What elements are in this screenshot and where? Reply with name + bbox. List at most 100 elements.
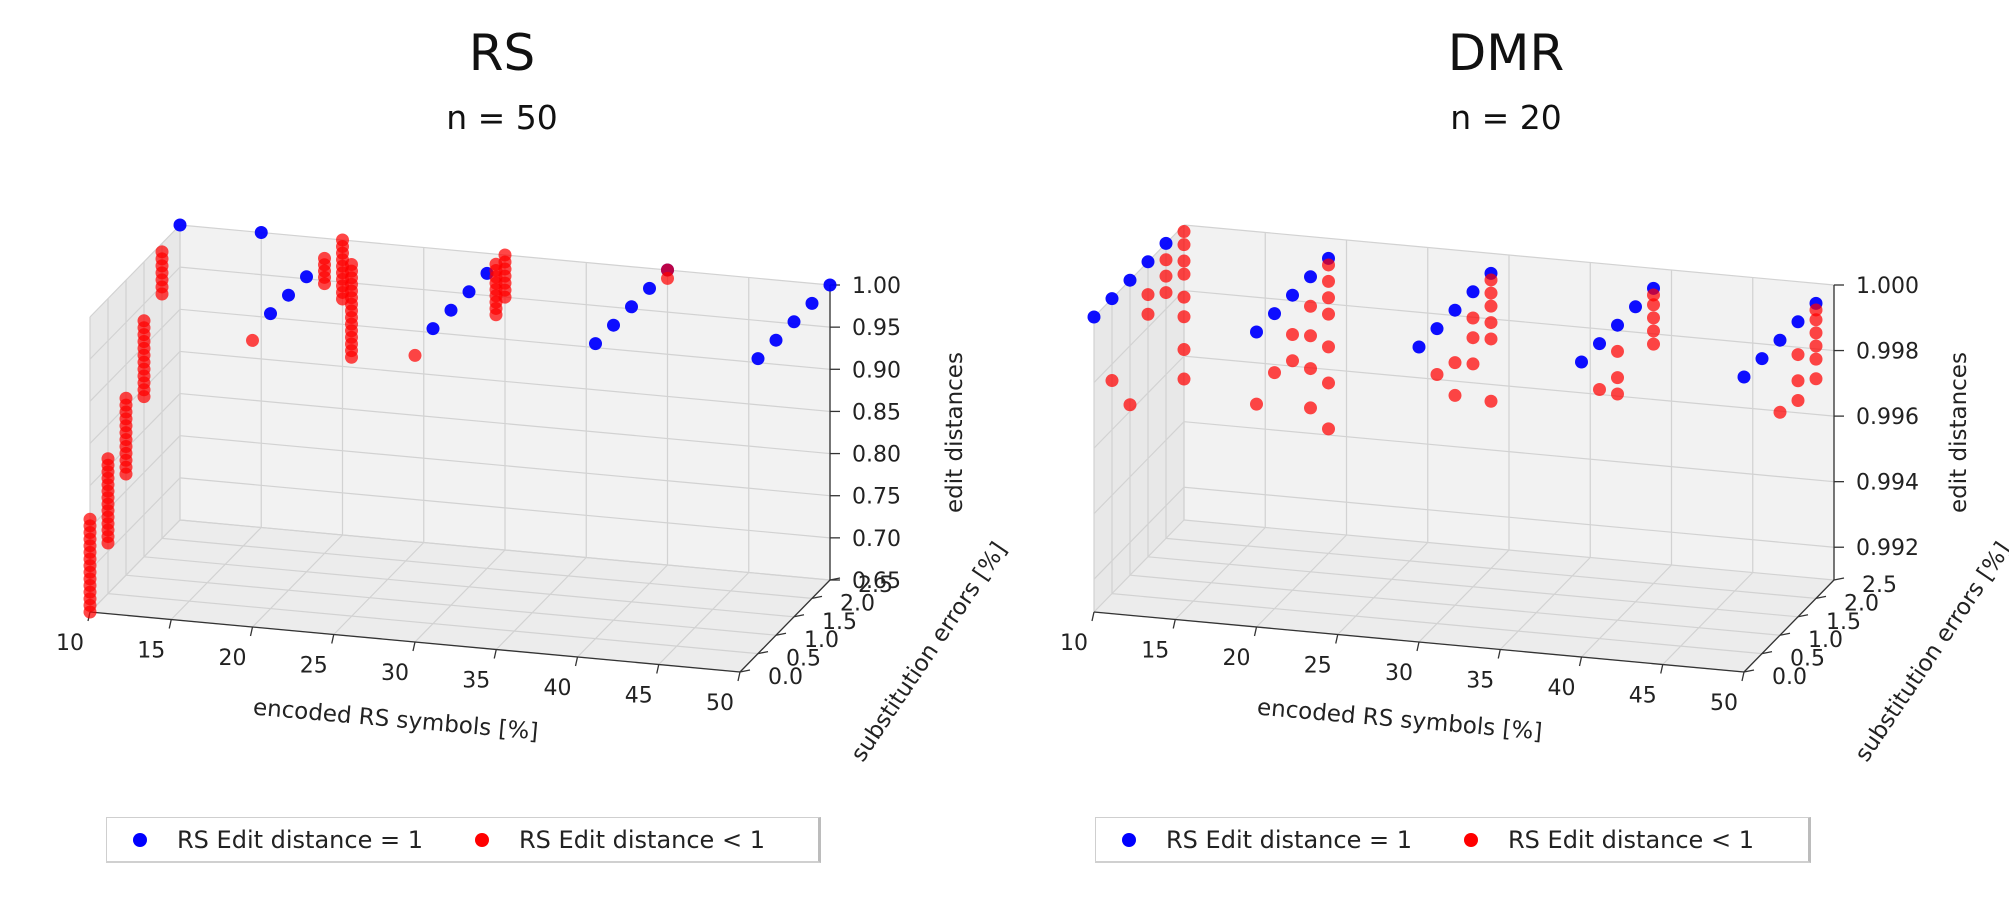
x-tick	[412, 641, 416, 652]
y-tick	[775, 632, 787, 636]
x-tick-label: 45	[1629, 684, 1657, 709]
grid-line	[170, 527, 262, 620]
grid-line	[1129, 574, 1781, 636]
x-tick	[1578, 656, 1583, 667]
legend-label: RS Edit distance = 1	[177, 825, 423, 854]
y-tick	[793, 614, 805, 618]
data-point	[1755, 352, 1769, 366]
data-point	[1809, 303, 1823, 317]
data-point	[1268, 307, 1281, 321]
data-point	[1177, 225, 1191, 239]
grid-line	[143, 556, 795, 618]
grid-line	[89, 519, 181, 613]
data-point	[1647, 288, 1660, 302]
y-tick-label: 0.0	[768, 665, 803, 690]
data-point	[1484, 316, 1498, 330]
data-point	[1484, 332, 1498, 346]
grid-line	[1183, 486, 1835, 548]
x-tick	[656, 664, 660, 674]
x-tick-label: 50	[706, 691, 734, 716]
z-tick-label: 0.998	[1856, 340, 1919, 365]
x-tick	[1741, 671, 1745, 682]
data-point	[1647, 324, 1660, 338]
y-tick-label: 0.5	[786, 647, 821, 672]
data-point	[1177, 343, 1191, 357]
data-point	[300, 270, 313, 284]
y-tick	[757, 650, 769, 655]
grid-line	[1256, 534, 1347, 628]
grid-line	[1183, 421, 1835, 483]
grid-line	[89, 477, 181, 571]
data-point	[1087, 310, 1101, 324]
y-tick-label: 2.0	[840, 591, 875, 616]
data-point	[1322, 340, 1335, 354]
y-tick-label: 2.0	[1844, 591, 1879, 616]
data-point	[1286, 288, 1299, 302]
x-tick	[1660, 664, 1664, 674]
y-axis-line	[1743, 579, 1835, 673]
x-tick-label: 10	[56, 631, 84, 656]
data-point	[462, 285, 476, 299]
x-tick	[493, 649, 497, 659]
grid-line	[179, 519, 831, 581]
data-point	[1304, 362, 1317, 376]
data-point	[1286, 328, 1299, 342]
grid-line	[1111, 593, 1763, 655]
data-point	[1791, 374, 1805, 388]
rs-panel: RS n = 50 10 15 20 25 30 35 40 45 50 0.0 0.5 1.0 1.5…	[0, 0, 1012, 900]
x-tick-label: 15	[1141, 639, 1169, 664]
data-point	[1322, 291, 1335, 305]
x-tick	[168, 619, 172, 629]
data-point	[1177, 254, 1191, 268]
data-point	[1304, 329, 1317, 343]
data-point	[155, 245, 169, 259]
grid-line	[414, 549, 506, 643]
data-point	[318, 251, 331, 265]
chart-title: DMR	[1447, 24, 1565, 82]
x-tick-label: 35	[462, 669, 490, 694]
data-point	[1809, 372, 1823, 386]
data-point	[607, 318, 620, 332]
grid-line	[1499, 557, 1591, 650]
data-point	[246, 333, 259, 347]
y-tick	[739, 669, 751, 673]
data-point	[1141, 255, 1155, 269]
x-tick	[574, 656, 579, 667]
x-tick-label: 40	[544, 676, 572, 701]
y-tick-label: 1.0	[1808, 628, 1843, 653]
data-point	[769, 333, 783, 347]
data-point	[408, 348, 422, 362]
data-point	[1105, 292, 1119, 306]
grid-line	[161, 537, 813, 599]
x-tick	[331, 634, 335, 644]
z-tick-label: 1.000	[1856, 274, 1919, 299]
x-tick	[1172, 619, 1176, 629]
dmr-panel: DMR n = 20 10 15 20 25 30 35 40 45 50 0.0 0.5 1.0 1.…	[1004, 0, 2009, 900]
data-point	[1177, 267, 1191, 281]
legend-marker-red	[1463, 832, 1478, 847]
data-point	[1322, 258, 1335, 272]
y-tick	[1833, 577, 1845, 581]
data-point	[137, 314, 151, 328]
data-point	[1141, 307, 1155, 321]
data-point	[1304, 299, 1317, 313]
data-point	[101, 452, 115, 466]
grid-line	[179, 392, 831, 455]
legend-marker-blue	[1122, 832, 1136, 847]
data-point	[1647, 298, 1660, 312]
y-tick	[1797, 614, 1809, 618]
data-point	[1809, 313, 1823, 327]
x-tick-label: 25	[1304, 654, 1332, 679]
chart-subtitle: n = 20	[1450, 98, 1562, 137]
data-point	[1791, 393, 1805, 407]
data-point	[264, 307, 277, 321]
data-point	[1484, 286, 1498, 300]
data-point	[1448, 356, 1462, 370]
data-point	[119, 391, 133, 405]
data-point	[1484, 299, 1498, 313]
data-point	[1159, 269, 1173, 283]
data-point	[1304, 401, 1317, 415]
data-point	[498, 248, 512, 262]
x-tick-label: 30	[381, 661, 409, 686]
legend-item-blue: RS Edit distance = 1	[1122, 826, 1412, 854]
